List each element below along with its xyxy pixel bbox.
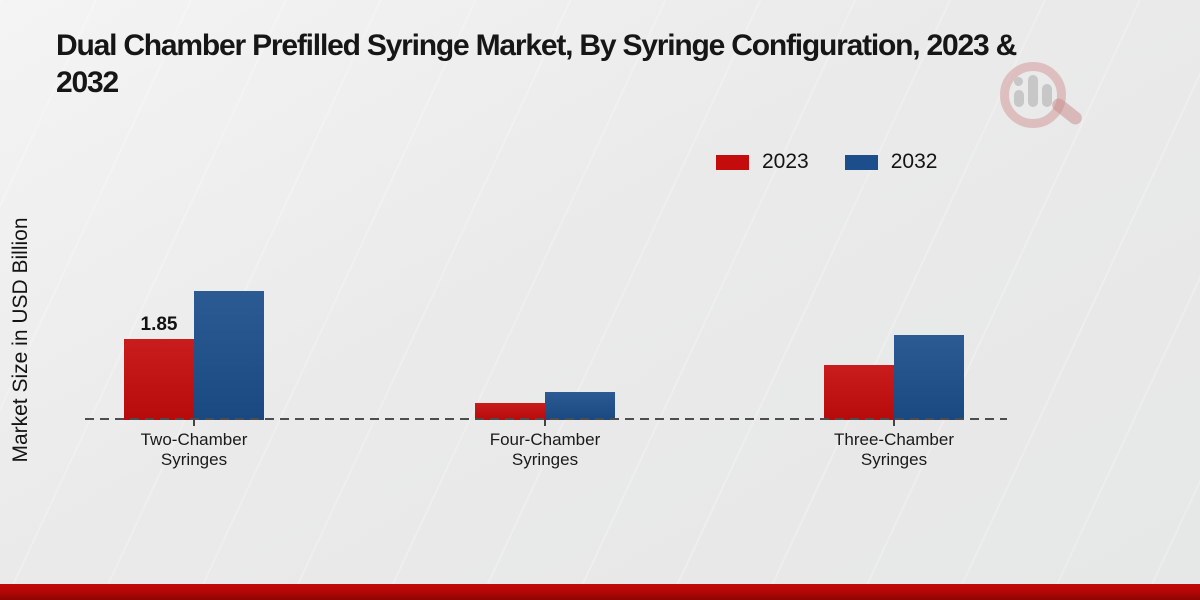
x-axis-tick: [893, 420, 895, 426]
x-axis-baseline: [85, 418, 1007, 420]
logo-bar-icon: [1028, 75, 1038, 107]
chart-title-line1: Dual Chamber Prefilled Syringe Market, B…: [56, 29, 1017, 62]
legend-swatch-2032: [844, 154, 878, 170]
x-axis-tick: [193, 420, 195, 426]
bar-2032-two-chamber: [194, 290, 264, 420]
legend-swatch-2023: [716, 154, 749, 170]
bar-2032-three-chamber: [894, 334, 964, 420]
legend: 2023 2032: [716, 150, 937, 174]
legend-item-2023: 2023: [716, 150, 809, 174]
bar-shade: [894, 334, 964, 420]
bar-shade: [475, 402, 545, 420]
bar-2032-four-chamber: [545, 391, 615, 420]
magnifier-ring-icon: [1000, 62, 1066, 128]
bar-shade: [194, 290, 264, 420]
plot-area: 1.85 Two-Chamber Syringes Four-Chamber S…: [85, 130, 1007, 469]
bar-2023-four-chamber: [475, 402, 545, 420]
legend-item-2032: 2032: [844, 150, 938, 174]
bar-shade: [824, 365, 894, 420]
logo-bar-icon: [1042, 84, 1052, 107]
chart-title: Dual Chamber Prefilled Syringe Market, B…: [56, 27, 1017, 101]
x-axis-tick: [544, 420, 546, 426]
category-label-two-chamber: Two-Chamber Syringes: [140, 430, 248, 469]
bar-value-label: 1.85: [140, 314, 178, 335]
legend-label-2023: 2023: [762, 150, 809, 173]
bar-shade: [545, 391, 615, 420]
bar-2023-two-chamber: 1.85: [124, 314, 194, 420]
bar-shade: [124, 339, 194, 420]
y-axis-title: Market Size in USD Billion: [9, 217, 32, 463]
category-group-four-chamber: Four-Chamber Syringes: [465, 130, 625, 469]
magnifier-bar-chart-logo-icon: [1000, 60, 1086, 128]
category-label-three-chamber: Three-Chamber Syringes: [834, 430, 954, 469]
category-group-two-chamber: 1.85 Two-Chamber Syringes: [114, 130, 274, 469]
chart-title-line2: 2032: [56, 66, 119, 99]
category-group-three-chamber: Three-Chamber Syringes: [814, 130, 974, 469]
logo-dot-icon: [1014, 77, 1023, 86]
logo-bar-icon: [1014, 90, 1024, 107]
bar-2023-three-chamber: [824, 365, 894, 420]
legend-label-2032: 2032: [890, 150, 938, 173]
footer-red-band: [0, 584, 1200, 600]
category-label-four-chamber: Four-Chamber Syringes: [489, 430, 601, 469]
